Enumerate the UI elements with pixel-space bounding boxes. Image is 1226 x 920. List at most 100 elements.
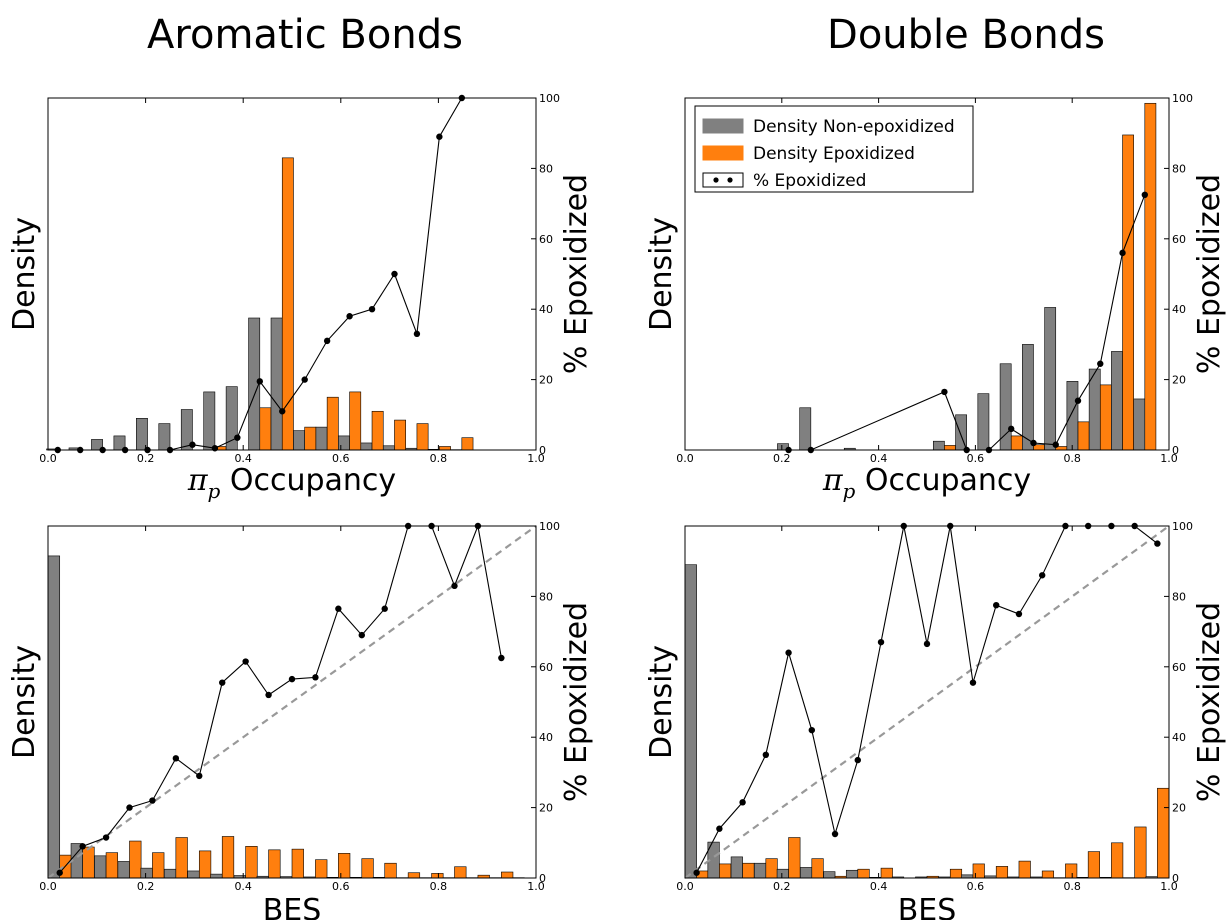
y-axis-label: Density <box>644 645 679 759</box>
percent-epoxidized-point <box>923 640 931 648</box>
percent-epoxidized-point <box>149 797 156 804</box>
percent-epoxidized-point <box>335 605 342 612</box>
bar-epoxidized <box>384 862 397 879</box>
bar-epoxidized <box>431 873 444 879</box>
x-tick-label: 0.2 <box>773 880 791 893</box>
bar-epoxidized <box>1134 826 1147 879</box>
x-tick-label: 0.2 <box>773 452 791 465</box>
y2-tick-label: 80 <box>1172 590 1186 603</box>
bar-epoxidized <box>995 866 1009 879</box>
percent-epoxidized-point <box>436 133 443 140</box>
percent-epoxidized-point <box>323 337 331 345</box>
bar-epoxidized <box>1144 102 1157 451</box>
bar-epoxidized <box>972 863 985 879</box>
bar-epoxidized <box>788 837 801 879</box>
bar-epoxidized <box>1157 787 1170 879</box>
bar-non-epoxidized <box>158 423 171 451</box>
x-axis-label: BES <box>263 893 322 920</box>
percent-epoxidized-point <box>1074 397 1082 404</box>
x-axis-symbol: π <box>187 463 209 498</box>
bar-epoxidized <box>245 846 258 879</box>
y2-tick-label: 20 <box>1172 374 1186 387</box>
legend-item-epoxidized-swatch <box>702 145 744 161</box>
chart-panel-3: 0.0 0.2 0.4 0.6 0.8 1.00 20 40 60 80 100 BES Density… <box>7 520 594 920</box>
x-tick-label: 0.6 <box>967 452 985 465</box>
bar-non-epoxidized <box>270 317 283 451</box>
bar-epoxidized <box>416 423 429 451</box>
bar-epoxidized <box>1041 870 1055 879</box>
percent-epoxidized-point <box>368 306 376 313</box>
plot-frame <box>684 525 1170 879</box>
y2-tick-label: 100 <box>1172 92 1193 105</box>
y2-tick-label: 0 <box>539 444 546 457</box>
percent-epoxidized-point <box>941 388 948 396</box>
bar-epoxidized <box>268 849 281 879</box>
percent-epoxidized-point <box>196 772 203 780</box>
percent-epoxidized-point <box>716 825 723 832</box>
percent-epoxidized-point <box>346 313 353 320</box>
x-tick-label: 0.6 <box>332 452 350 465</box>
x-axis-text: Occupancy <box>220 463 396 498</box>
bar-epoxidized <box>371 410 384 451</box>
plot-frame <box>47 525 537 879</box>
bar-non-epoxidized <box>684 564 697 879</box>
percent-epoxidized-point <box>739 799 746 806</box>
x-tick-label: 0.4 <box>870 880 888 893</box>
column-title-aromatic: Aromatic Bonds <box>147 12 463 58</box>
y2-axis-label: % Epoxidized <box>1192 174 1226 374</box>
x-tick-label: 0.0 <box>676 880 694 893</box>
x-tick-label: 1.0 <box>527 880 545 893</box>
percent-epoxidized-point <box>242 658 249 665</box>
bar-epoxidized <box>105 852 118 879</box>
bar-non-epoxidized <box>203 391 216 451</box>
y2-tick-label: 60 <box>1172 661 1186 674</box>
y2-tick-label: 20 <box>539 374 553 387</box>
percent-epoxidized-point <box>288 675 296 683</box>
y2-tick-label: 60 <box>539 233 553 246</box>
y2-tick-label: 0 <box>1172 872 1179 885</box>
x-tick-label: 0.2 <box>137 880 155 893</box>
bar-epoxidized <box>454 866 467 879</box>
legend-marker <box>713 177 719 183</box>
percent-epoxidized-point <box>172 755 180 762</box>
y2-tick-label: 0 <box>539 872 546 885</box>
x-axis-label: πp Occupancy <box>187 463 396 503</box>
bar-non-epoxidized <box>799 867 813 879</box>
bar-non-epoxidized <box>47 555 61 879</box>
y2-tick-label: 40 <box>539 303 553 316</box>
x-axis-text: Occupancy <box>855 463 1031 498</box>
bar-epoxidized <box>439 446 451 451</box>
percent-epoxidized-point <box>189 441 196 448</box>
plot-frame <box>684 97 1170 451</box>
y2-tick-label: 100 <box>1172 520 1193 533</box>
x-axis-label: BES <box>898 893 957 920</box>
bar-epoxidized <box>949 868 963 879</box>
bar-non-epoxidized <box>1133 398 1146 451</box>
percent-epoxidized-point <box>785 649 792 656</box>
plot-frame <box>47 97 537 451</box>
bar-non-epoxidized <box>360 442 373 451</box>
x-tick-label: 0.0 <box>676 452 694 465</box>
percent-epoxidized-point <box>877 638 885 646</box>
percent-epoxidized-point <box>301 376 308 383</box>
bar-epoxidized <box>461 437 474 451</box>
x-axis-subscript: p <box>843 479 856 503</box>
chart-panel-4: 0.0 0.2 0.4 0.6 0.8 1.00 20 40 60 80 100 BES Density… <box>644 520 1226 920</box>
x-tick-label: 1.0 <box>527 452 545 465</box>
bar-non-epoxidized <box>187 870 200 879</box>
y2-tick-label: 20 <box>1172 802 1186 815</box>
y2-tick-label: 20 <box>539 802 553 815</box>
bar-non-epoxidized <box>338 435 350 451</box>
y2-tick-label: 60 <box>539 661 553 674</box>
column-title-double: Double Bonds <box>827 12 1105 58</box>
bar-epoxidized <box>315 859 328 879</box>
bar-non-epoxidized <box>1044 307 1057 451</box>
percent-epoxidized-point <box>279 408 286 415</box>
x-tick-label: 0.8 <box>1063 452 1081 465</box>
percent-epoxidized-point <box>312 674 319 681</box>
bar-epoxidized <box>349 391 362 451</box>
bar-epoxidized <box>291 848 304 879</box>
bar-non-epoxidized <box>754 862 767 879</box>
bar-non-epoxidized <box>210 873 223 879</box>
legend-item-epoxidized-label: Density Epoxidized <box>753 144 915 164</box>
